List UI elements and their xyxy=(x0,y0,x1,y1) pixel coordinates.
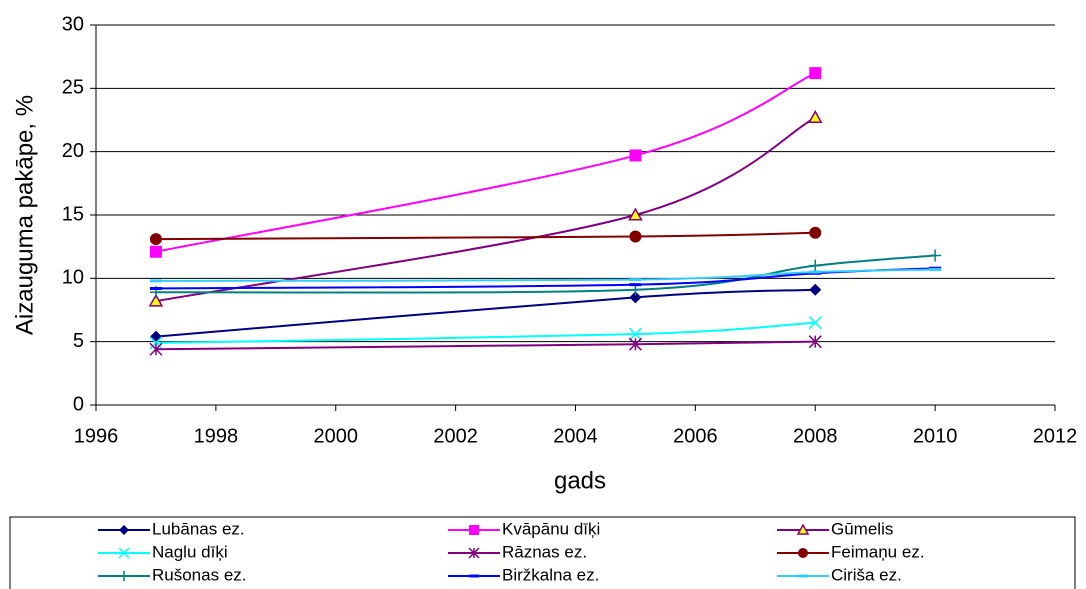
marker xyxy=(148,293,164,307)
y-tick-label: 0 xyxy=(73,393,84,415)
marker xyxy=(149,336,163,350)
marker xyxy=(149,233,162,246)
series-line xyxy=(155,268,936,282)
legend-label: Kvāpānu dīķi xyxy=(502,519,600,538)
marker xyxy=(629,283,642,287)
x-tick-label: 2010 xyxy=(913,425,958,447)
legend-label: Feimaņu ez. xyxy=(831,542,925,561)
legend-label: Ciriša ez. xyxy=(831,565,902,584)
legend-box xyxy=(9,516,1076,589)
series-line xyxy=(155,254,936,294)
x-tick-label: 2002 xyxy=(433,425,478,447)
legend-marker xyxy=(468,547,480,559)
marker xyxy=(629,230,642,243)
marker xyxy=(808,335,822,349)
legend-label: Rušonas ez. xyxy=(152,565,247,584)
x-tick-label: 1998 xyxy=(194,425,239,447)
marker xyxy=(808,316,822,330)
marker xyxy=(149,279,162,283)
y-tick-label: 10 xyxy=(62,267,84,289)
legend-label: Gūmelis xyxy=(831,519,893,538)
y-tick-label: 25 xyxy=(62,77,84,99)
y-tick-label: 15 xyxy=(62,203,84,225)
legend-label: Rāznas ez. xyxy=(502,542,587,561)
marker xyxy=(629,278,642,282)
legend-marker xyxy=(796,523,810,535)
series-line xyxy=(155,340,816,351)
marker xyxy=(628,207,643,221)
x-tick-label: 2008 xyxy=(793,425,838,447)
legend-marker xyxy=(118,547,130,559)
legend-marker xyxy=(119,525,129,535)
marker xyxy=(629,291,642,304)
marker xyxy=(628,327,642,341)
series-line xyxy=(155,116,816,303)
series-line xyxy=(155,231,816,241)
marker xyxy=(149,330,162,343)
y-axis-title: Aizauguma pakāpe, % xyxy=(11,95,38,335)
x-tick-label: 1996 xyxy=(74,425,119,447)
legend-label: Naglu dīķi xyxy=(152,542,228,561)
series-line xyxy=(155,288,816,338)
marker xyxy=(809,283,822,296)
y-tick-label: 30 xyxy=(62,13,84,35)
x-tick-label: 2000 xyxy=(314,425,359,447)
marker xyxy=(929,267,942,271)
marker xyxy=(628,337,642,351)
y-tick-label: 5 xyxy=(73,330,84,352)
marker xyxy=(149,286,162,290)
legend-label: Lubānas ez. xyxy=(152,519,245,538)
marker xyxy=(809,259,822,272)
series-line xyxy=(155,72,816,253)
marker xyxy=(149,245,162,258)
x-tick-label: 2004 xyxy=(553,425,598,447)
legend-marker xyxy=(469,525,479,535)
y-tick-label: 20 xyxy=(62,140,84,162)
legend-marker xyxy=(119,571,129,581)
marker xyxy=(807,109,823,124)
marker xyxy=(629,149,642,162)
legend-marker xyxy=(798,548,808,558)
x-tick-label: 2012 xyxy=(1033,425,1078,447)
marker xyxy=(809,67,822,80)
legend-marker xyxy=(798,574,808,578)
x-axis-title: gads xyxy=(554,467,606,494)
legend-label: Biržkalna ez. xyxy=(502,565,599,584)
series-line xyxy=(155,321,816,344)
marker xyxy=(809,226,822,239)
x-tick-label: 2006 xyxy=(673,425,718,447)
marker xyxy=(149,342,163,356)
legend-marker xyxy=(469,574,479,578)
marker xyxy=(929,249,942,262)
marker xyxy=(809,270,822,274)
